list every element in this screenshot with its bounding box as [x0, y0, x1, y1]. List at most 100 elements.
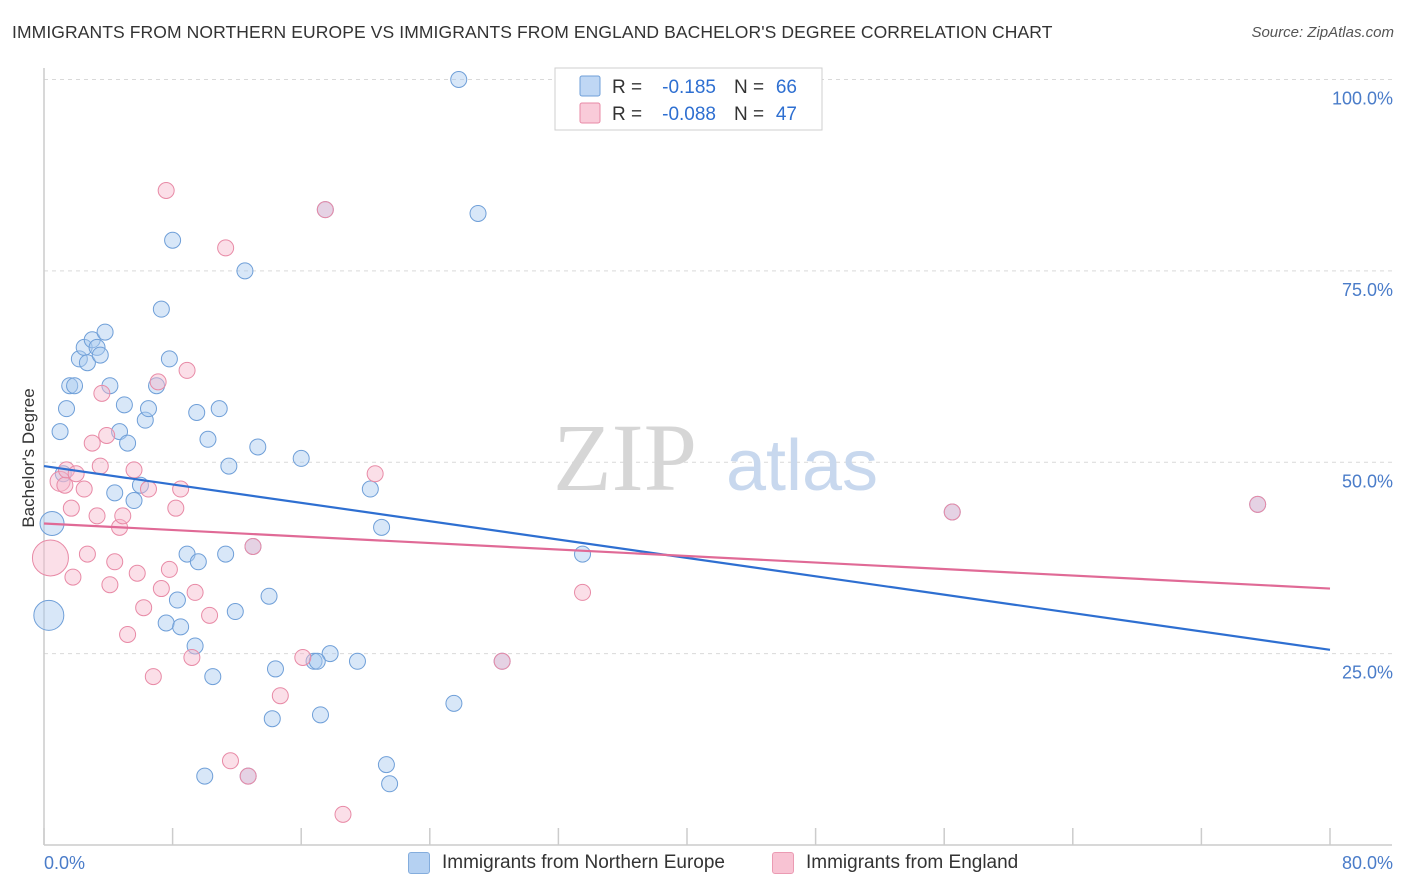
- point-england: [574, 583, 592, 601]
- point-england: [64, 568, 82, 586]
- point-england: [56, 476, 74, 494]
- point-northern-europe: [91, 346, 109, 364]
- point-england: [78, 545, 96, 563]
- point-northern-europe: [373, 518, 391, 536]
- point-england: [128, 564, 146, 582]
- point-england: [139, 480, 157, 498]
- point-england: [239, 767, 257, 785]
- point-england: [244, 537, 262, 555]
- legend-r-label-2: R =: [612, 104, 642, 125]
- point-northern-europe: [139, 400, 157, 418]
- point-northern-europe: [348, 652, 366, 670]
- point-northern-europe: [450, 71, 468, 88]
- point-northern-europe: [226, 603, 244, 621]
- point-northern-europe: [58, 400, 76, 418]
- point-england: [114, 507, 132, 525]
- point-england: [119, 625, 137, 643]
- point-england: [167, 499, 185, 517]
- point-northern-europe: [96, 323, 114, 341]
- point-england: [221, 752, 239, 770]
- grid-lines: [44, 79, 1392, 655]
- point-northern-europe: [260, 587, 278, 605]
- point-northern-europe: [164, 231, 182, 249]
- point-england: [101, 576, 119, 594]
- point-northern-europe: [106, 484, 124, 502]
- point-northern-europe: [33, 599, 65, 631]
- point-northern-europe: [204, 668, 222, 686]
- x-tick-label-max: 80.0%: [1342, 853, 1393, 873]
- source-credit: Source: ZipAtlas.com: [1251, 24, 1394, 41]
- point-england: [217, 239, 235, 257]
- axes: [43, 68, 1392, 846]
- legend-item-northern-europe: Immigrants from Northern Europe: [408, 852, 725, 874]
- point-northern-europe: [445, 694, 463, 712]
- point-northern-europe: [125, 492, 143, 510]
- point-england: [160, 560, 178, 578]
- point-northern-europe: [308, 652, 326, 670]
- series-england-points: [31, 181, 1267, 823]
- point-northern-europe: [199, 430, 217, 448]
- legend-swatch-northern-europe: [408, 852, 430, 874]
- legend-n-label-2: N =: [734, 104, 764, 125]
- point-northern-europe: [469, 204, 487, 222]
- point-england: [106, 553, 124, 571]
- y-tick-labels: 25.0% 50.0% 75.0% 100.0%: [1332, 89, 1393, 683]
- point-england: [334, 805, 352, 823]
- point-england: [149, 373, 167, 391]
- point-northern-europe: [78, 354, 96, 372]
- legend-n-value-1: 66: [776, 77, 797, 98]
- point-england: [943, 503, 961, 521]
- point-northern-europe: [172, 618, 190, 636]
- point-england: [31, 539, 69, 577]
- point-northern-europe: [266, 660, 284, 678]
- point-northern-europe: [249, 438, 267, 456]
- y-tick-label: 50.0%: [1342, 471, 1393, 491]
- point-northern-europe: [61, 377, 79, 395]
- point-england: [152, 580, 170, 598]
- point-northern-europe: [188, 403, 206, 421]
- point-northern-europe: [220, 457, 238, 475]
- y-tick-label: 75.0%: [1342, 280, 1393, 300]
- trend-line-england: [43, 522, 1331, 590]
- point-england: [93, 384, 111, 402]
- point-england: [178, 361, 196, 379]
- legend-swatch-england: [772, 852, 794, 874]
- legend-label-northern-europe: Immigrants from Northern Europe: [442, 852, 725, 873]
- point-northern-europe: [189, 553, 207, 571]
- point-northern-europe: [210, 400, 228, 418]
- point-northern-europe: [66, 377, 84, 395]
- legend-swatch-pink: [579, 102, 601, 124]
- y-tick-label: 25.0%: [1342, 663, 1393, 683]
- point-northern-europe: [377, 756, 395, 774]
- y-axis-title: Bachelor's Degree: [19, 388, 38, 527]
- point-northern-europe: [152, 300, 170, 318]
- point-england: [366, 465, 384, 483]
- point-england: [1249, 495, 1267, 513]
- point-northern-europe: [115, 396, 133, 414]
- correlation-legend: R = -0.185 N = 66 R = -0.088 N = 47: [554, 67, 823, 131]
- point-northern-europe: [157, 614, 175, 632]
- legend-r-value-2: -0.088: [662, 104, 716, 125]
- point-northern-europe: [263, 710, 281, 728]
- point-northern-europe: [311, 706, 329, 724]
- point-northern-europe: [119, 434, 137, 452]
- point-england: [135, 599, 153, 617]
- point-northern-europe: [381, 775, 399, 793]
- trend-lines: [43, 464, 1331, 651]
- point-england: [493, 652, 511, 670]
- point-england: [316, 201, 334, 219]
- point-england: [144, 668, 162, 686]
- watermark-atlas: atlas: [726, 426, 878, 506]
- point-northern-europe: [321, 645, 339, 663]
- point-england: [98, 426, 116, 444]
- legend-n-label-1: N =: [734, 77, 764, 98]
- point-england: [186, 583, 204, 601]
- point-northern-europe: [574, 545, 592, 563]
- trend-line-northern-europe: [43, 464, 1331, 651]
- point-england: [271, 687, 289, 705]
- legend-n-value-2: 47: [776, 104, 797, 125]
- point-northern-europe: [51, 423, 69, 441]
- series-northern-europe-points: [33, 71, 1267, 793]
- point-northern-europe: [361, 480, 379, 498]
